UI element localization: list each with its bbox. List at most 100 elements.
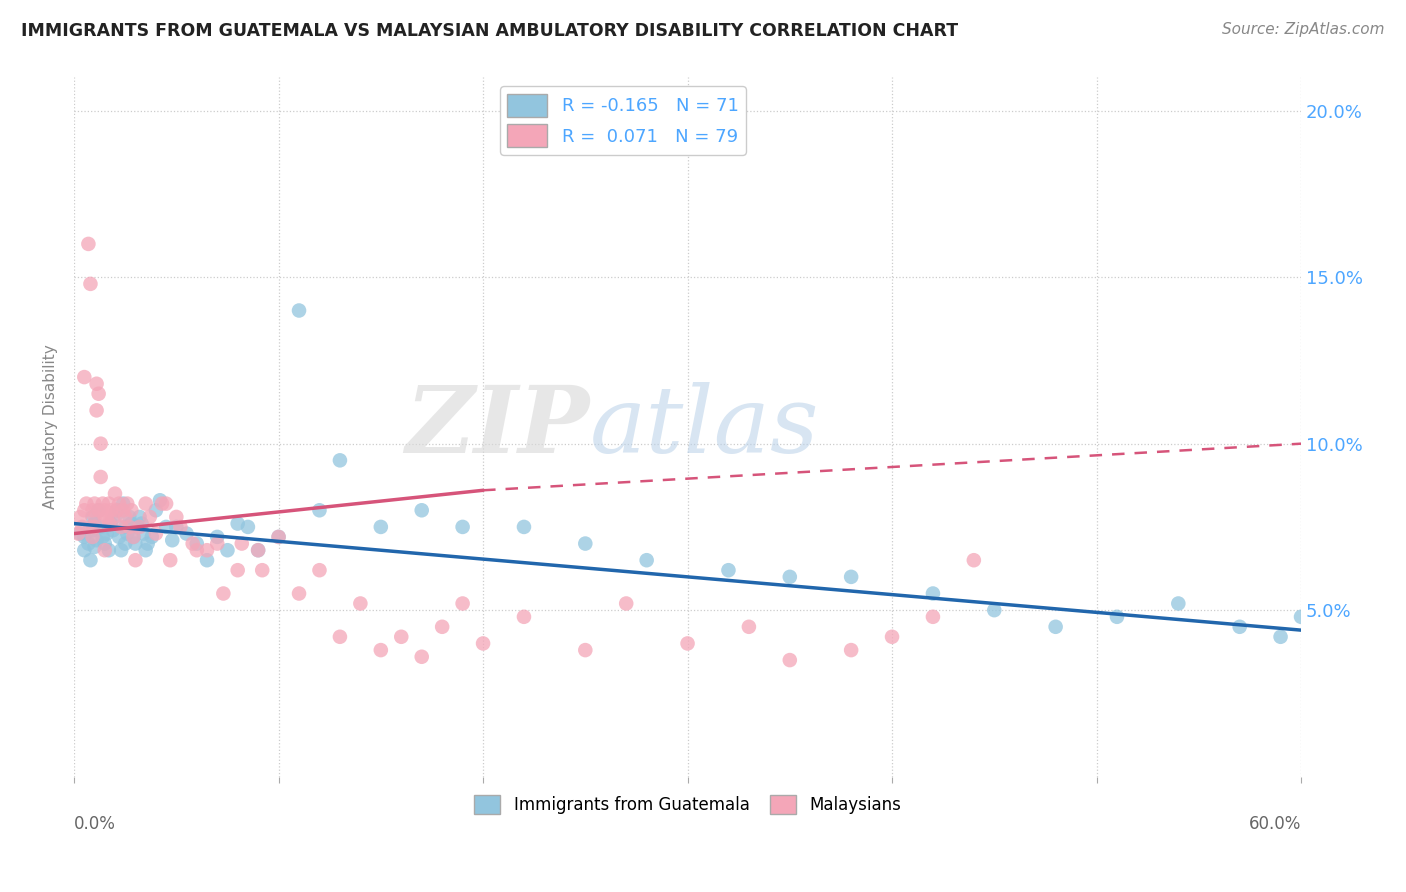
Point [308, 563, 330, 577]
Point [574, 536, 596, 550]
Point [94, 536, 117, 550]
Point [135, 497, 157, 511]
Point [513, 520, 536, 534]
Point [839, 570, 862, 584]
Point [128, 510, 150, 524]
Point [186, 543, 208, 558]
Point [73, 543, 96, 558]
Point [574, 643, 596, 657]
Point [738, 620, 761, 634]
Point [149, 493, 172, 508]
Point [86, 533, 108, 548]
Point [96, 526, 118, 541]
Point [195, 543, 218, 558]
Point [97, 543, 120, 558]
Point [169, 520, 191, 534]
Point [131, 516, 153, 531]
Point [110, 543, 132, 558]
Text: ZIP: ZIP [405, 382, 589, 472]
Point [267, 530, 290, 544]
Point [127, 520, 149, 534]
Point [1105, 609, 1128, 624]
Point [110, 520, 132, 534]
Point [122, 530, 145, 544]
Point [118, 520, 141, 534]
Point [114, 536, 136, 550]
Point [69, 526, 91, 541]
Point [236, 520, 259, 534]
Point [150, 497, 173, 511]
Point [186, 536, 208, 550]
Point [288, 303, 311, 318]
Point [83, 497, 105, 511]
Point [67, 526, 90, 541]
Point [86, 403, 108, 417]
Point [207, 530, 229, 544]
Text: IMMIGRANTS FROM GUATEMALA VS MALAYSIAN AMBULATORY DISABILITY CORRELATION CHART: IMMIGRANTS FROM GUATEMALA VS MALAYSIAN A… [21, 22, 959, 40]
Point [839, 643, 862, 657]
Text: 0.0%: 0.0% [75, 815, 115, 833]
Point [108, 530, 131, 544]
Point [108, 497, 131, 511]
Y-axis label: Ambulatory Disability: Ambulatory Disability [44, 344, 58, 509]
Point [122, 530, 145, 544]
Point [1167, 597, 1189, 611]
Point [139, 510, 162, 524]
Point [226, 516, 249, 531]
Point [91, 530, 114, 544]
Point [90, 470, 112, 484]
Point [87, 503, 110, 517]
Point [136, 536, 159, 550]
Point [779, 653, 801, 667]
Point [94, 543, 117, 558]
Point [779, 570, 801, 584]
Point [100, 503, 122, 517]
Point [329, 630, 352, 644]
Point [124, 536, 146, 550]
Point [75, 497, 97, 511]
Point [97, 516, 120, 531]
Point [389, 630, 412, 644]
Point [101, 510, 124, 524]
Point [451, 597, 474, 611]
Point [430, 620, 453, 634]
Point [217, 543, 239, 558]
Point [141, 530, 163, 544]
Point [83, 510, 105, 524]
Point [73, 530, 96, 544]
Point [472, 636, 495, 650]
Point [82, 530, 104, 544]
Point [72, 520, 94, 534]
Point [159, 553, 181, 567]
Point [104, 510, 127, 524]
Point [614, 597, 637, 611]
Text: Source: ZipAtlas.com: Source: ZipAtlas.com [1222, 22, 1385, 37]
Point [104, 486, 127, 500]
Point [90, 436, 112, 450]
Point [87, 386, 110, 401]
Point [717, 563, 740, 577]
Point [77, 236, 100, 251]
Point [79, 277, 101, 291]
Point [83, 540, 105, 554]
Point [513, 609, 536, 624]
Point [94, 510, 117, 524]
Point [128, 520, 150, 534]
Legend: Immigrants from Guatemala, Malaysians: Immigrants from Guatemala, Malaysians [467, 789, 908, 821]
Point [94, 503, 117, 517]
Point [155, 520, 177, 534]
Point [135, 543, 157, 558]
Point [176, 526, 198, 541]
Text: 60.0%: 60.0% [1249, 815, 1301, 833]
Point [120, 503, 142, 517]
Point [82, 510, 104, 524]
Point [922, 609, 945, 624]
Point [117, 526, 139, 541]
Point [162, 533, 184, 548]
Point [212, 586, 235, 600]
Point [329, 453, 352, 467]
Point [79, 520, 101, 534]
Point [195, 553, 218, 567]
Point [880, 630, 903, 644]
Point [252, 563, 274, 577]
